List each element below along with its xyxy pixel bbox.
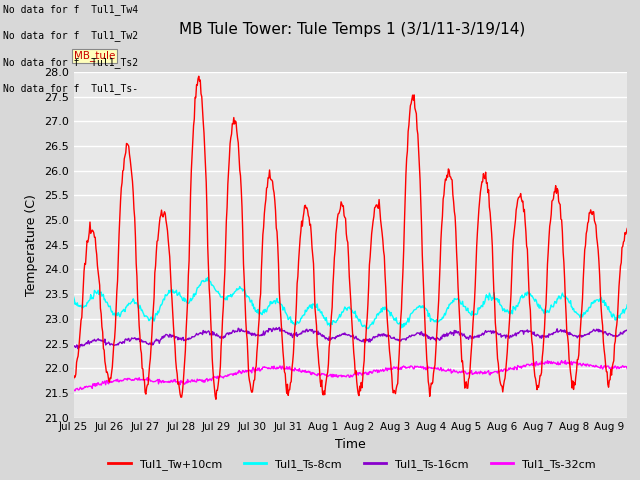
Text: No data for f  Tul1_Ts-: No data for f Tul1_Ts- (3, 83, 138, 94)
X-axis label: Time: Time (335, 438, 366, 451)
Text: No data for f  Tul1_Tw4: No data for f Tul1_Tw4 (3, 4, 138, 15)
Y-axis label: Temperature (C): Temperature (C) (26, 194, 38, 296)
Legend: Tul1_Tw+10cm, Tul1_Ts-8cm, Tul1_Ts-16cm, Tul1_Ts-32cm: Tul1_Tw+10cm, Tul1_Ts-8cm, Tul1_Ts-16cm,… (104, 455, 600, 474)
Text: No data for f  Tul1_Tw2: No data for f Tul1_Tw2 (3, 30, 138, 41)
Text: MB_tule: MB_tule (74, 50, 115, 61)
Text: MB Tule Tower: Tule Temps 1 (3/1/11-3/19/14): MB Tule Tower: Tule Temps 1 (3/1/11-3/19… (179, 22, 525, 36)
Text: No data for f  Tul1_Ts2: No data for f Tul1_Ts2 (3, 57, 138, 68)
